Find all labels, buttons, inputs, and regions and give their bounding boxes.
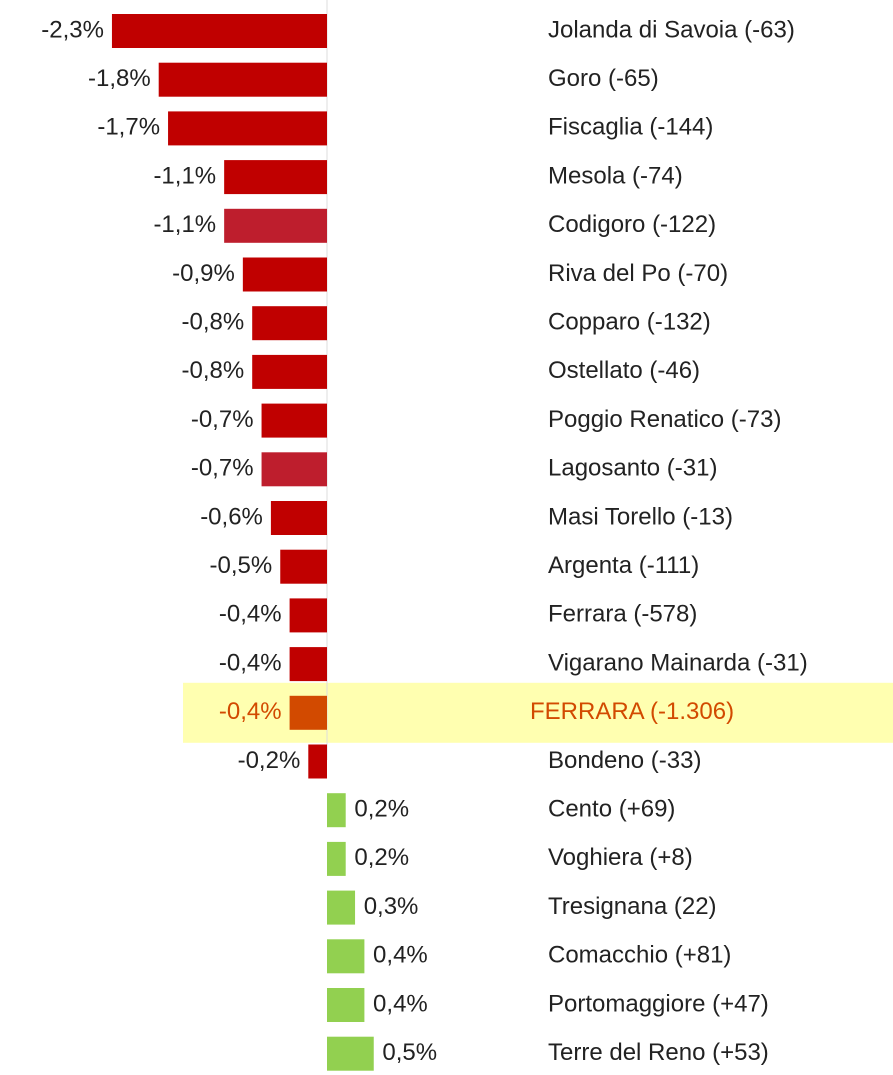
bar bbox=[224, 208, 327, 243]
category-label: Ferrara (-578) bbox=[548, 601, 697, 628]
bar bbox=[327, 939, 365, 974]
value-label: -1,1% bbox=[153, 211, 216, 238]
category-label: Poggio Renatico (-73) bbox=[548, 406, 781, 433]
category-label: Ostellato (-46) bbox=[548, 357, 700, 384]
category-label: Lagosanto (-31) bbox=[548, 455, 717, 482]
value-label: -0,9% bbox=[172, 260, 235, 287]
bar bbox=[158, 62, 327, 97]
value-label: -0,2% bbox=[238, 747, 301, 774]
category-label: Fiscaglia (-144) bbox=[548, 114, 713, 141]
value-label: -2,3% bbox=[41, 16, 104, 43]
bar bbox=[327, 988, 365, 1022]
value-label: -1,8% bbox=[88, 65, 151, 92]
category-label: Copparo (-132) bbox=[548, 309, 711, 336]
value-label: -0,8% bbox=[181, 309, 244, 336]
bar bbox=[289, 695, 327, 730]
category-label: Masi Torello (-13) bbox=[548, 503, 733, 530]
category-label: Goro (-65) bbox=[548, 65, 659, 92]
bar bbox=[289, 647, 327, 682]
category-label: Vigarano Mainarda (-31) bbox=[548, 649, 808, 676]
category-label: Voghiera (+8) bbox=[548, 844, 693, 871]
value-label: -0,7% bbox=[191, 455, 254, 482]
bar bbox=[111, 14, 327, 48]
bar bbox=[280, 549, 327, 584]
bar bbox=[242, 257, 327, 292]
bar bbox=[252, 354, 327, 389]
value-label: -0,4% bbox=[219, 649, 282, 676]
category-label: Argenta (-111) bbox=[548, 552, 699, 579]
bar bbox=[327, 890, 356, 925]
category-label: Mesola (-74) bbox=[548, 162, 683, 189]
category-label: FERRARA (-1.306) bbox=[530, 698, 734, 725]
category-label: Codigoro (-122) bbox=[548, 211, 716, 238]
value-label: -1,7% bbox=[97, 114, 160, 141]
bar bbox=[327, 1036, 374, 1071]
category-label: Cento (+69) bbox=[548, 796, 675, 823]
category-label: Tresignana (22) bbox=[548, 893, 717, 920]
value-label: -0,6% bbox=[200, 503, 263, 530]
value-label: -1,1% bbox=[153, 162, 216, 189]
value-label: 0,4% bbox=[373, 942, 428, 969]
bar bbox=[168, 111, 327, 146]
value-label: -0,4% bbox=[219, 698, 282, 725]
bar bbox=[327, 841, 346, 876]
value-label: 0,2% bbox=[354, 796, 409, 823]
value-label: 0,4% bbox=[373, 990, 428, 1017]
bar bbox=[327, 793, 346, 828]
category-label: Riva del Po (-70) bbox=[548, 260, 728, 287]
value-label: 0,2% bbox=[354, 844, 409, 871]
value-label: -0,7% bbox=[191, 406, 254, 433]
bar bbox=[224, 160, 327, 195]
bar bbox=[270, 501, 327, 535]
bar bbox=[308, 744, 327, 779]
category-label: Bondeno (-33) bbox=[548, 747, 701, 774]
bar bbox=[289, 598, 327, 633]
value-label: -0,8% bbox=[181, 357, 244, 384]
value-label: 0,3% bbox=[364, 893, 419, 920]
value-label: -0,4% bbox=[219, 601, 282, 628]
bar bbox=[252, 306, 327, 341]
value-label: -0,5% bbox=[210, 552, 273, 579]
bar bbox=[261, 452, 327, 487]
bar bbox=[261, 403, 327, 438]
category-label: Terre del Reno (+53) bbox=[548, 1039, 769, 1066]
category-label: Comacchio (+81) bbox=[548, 942, 731, 969]
value-label: 0,5% bbox=[382, 1039, 437, 1066]
category-label: Portomaggiore (+47) bbox=[548, 990, 769, 1017]
category-label: Jolanda di Savoia (-63) bbox=[548, 16, 795, 43]
